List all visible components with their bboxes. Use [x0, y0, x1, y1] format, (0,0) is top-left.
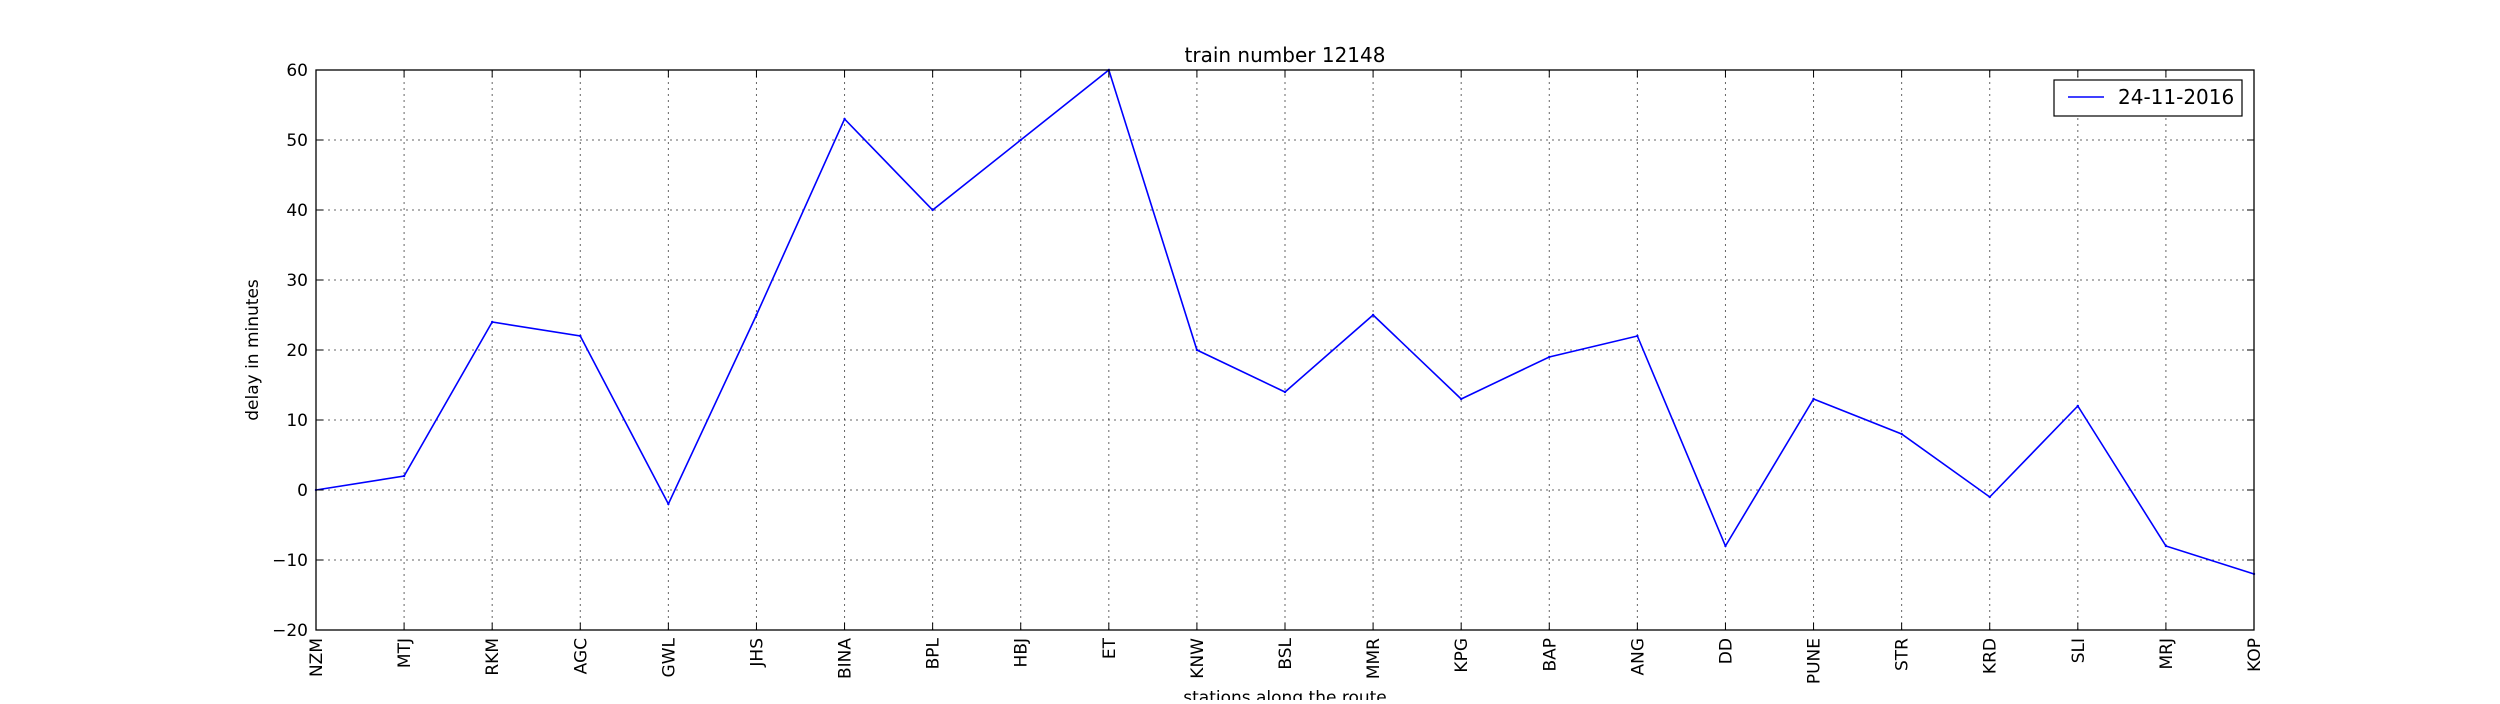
x-axis-label: stations along the route [1183, 688, 1387, 700]
data-point [2164, 544, 2168, 548]
data-point [1812, 397, 1815, 401]
x-tick-label: PUNE [1805, 638, 1825, 684]
y-tick-label: 20 [286, 341, 308, 361]
x-tick-label: DD [1716, 638, 1736, 664]
y-tick-label: 40 [286, 201, 308, 221]
data-point [1459, 397, 1463, 401]
axis-ticks: NZM MTJ RKM AGC GWL JHS BINA BPL HBJ ET KNW BSL MMR K… [272, 61, 2265, 684]
data-point [579, 334, 582, 338]
legend-box [2053, 79, 2243, 117]
chart-title: train number 12148 [1185, 43, 1386, 67]
y-tick-label: −10 [272, 551, 308, 571]
x-tick-label: GWL [659, 637, 679, 677]
data-point [2076, 404, 2080, 408]
data-point [1988, 495, 1991, 499]
y-tick-label: 50 [286, 131, 308, 151]
x-tick-label: BSL [1276, 637, 1296, 669]
x-tick-label: BAP [1540, 638, 1560, 672]
x-tick-label: ANG [1628, 638, 1648, 676]
grid-lines [316, 70, 2254, 630]
data-point [755, 313, 758, 317]
data-point [1371, 313, 1375, 317]
data-point [1548, 355, 1551, 359]
x-tick-label: KPG [1452, 638, 1472, 673]
x-tick-label: KOP [2245, 638, 2265, 672]
data-point [1283, 390, 1287, 394]
legend: 24-11-2016 [2053, 79, 2243, 117]
data-point [843, 117, 846, 121]
x-tick-label: MMR [1364, 638, 1384, 679]
x-tick-label: HBJ [1012, 638, 1032, 667]
y-tick-label: 30 [286, 271, 308, 291]
x-tick-label: ET [1100, 637, 1120, 659]
x-tick-label: AGC [571, 638, 591, 674]
x-tick-label: RKM [483, 638, 503, 676]
data-point [1019, 138, 1022, 142]
series-lines [314, 68, 2256, 576]
data-point [490, 320, 494, 324]
x-tick-label: STR [1893, 638, 1913, 671]
y-tick-label: 60 [286, 61, 308, 81]
x-tick-label: KNW [1188, 638, 1208, 679]
data-point [1900, 432, 1903, 436]
data-point [1195, 348, 1199, 352]
y-tick-label: 0 [297, 481, 308, 501]
x-tick-label: MRJ [2157, 638, 2177, 670]
x-tick-label: NZM [307, 638, 327, 677]
y-tick-label: −20 [272, 621, 308, 641]
x-tick-label: SLI [2069, 638, 2089, 663]
legend-label: 24-11-2016 [2118, 85, 2234, 109]
y-tick-label: 10 [286, 411, 308, 431]
data-point [402, 474, 406, 478]
data-point [667, 502, 670, 506]
x-tick-label: KRD [1981, 638, 2001, 674]
y-axis-label: delay in minutes [243, 279, 263, 421]
x-tick-label: MTJ [395, 638, 415, 668]
data-point [1636, 334, 1639, 338]
data-point [931, 208, 934, 212]
data-point [1724, 544, 1727, 548]
x-tick-label: BINA [836, 638, 856, 679]
x-tick-label: BPL [924, 637, 944, 669]
x-tick-label: JHS [747, 638, 767, 668]
